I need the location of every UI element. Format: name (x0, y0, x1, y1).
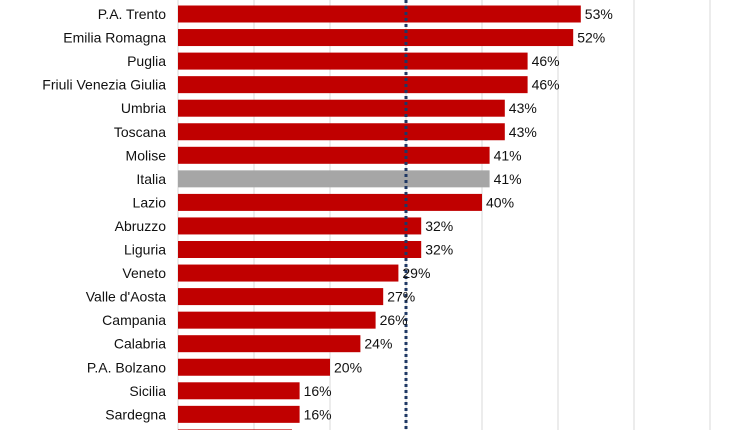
value-label: 27% (387, 289, 415, 305)
bar (178, 146, 490, 164)
value-label: 46% (532, 77, 560, 93)
category-labels: P.A. Trento Emilia Romagna Puglia Friuli Ve… (42, 6, 166, 422)
gridlines (177, 0, 711, 430)
value-label: 29% (402, 265, 430, 281)
value-label: 20% (334, 359, 362, 375)
bar (178, 193, 482, 211)
bar (178, 382, 300, 400)
category-label: Lazio (133, 194, 167, 210)
value-label: 53% (585, 6, 613, 22)
value-label: 52% (577, 30, 605, 46)
category-label: Italia (136, 171, 166, 187)
bar (178, 311, 376, 329)
category-label: Veneto (122, 265, 166, 281)
value-label: 16% (304, 406, 332, 422)
bar (178, 5, 581, 23)
category-label: Umbria (121, 100, 166, 116)
value-label: 46% (532, 53, 560, 69)
bar (178, 264, 399, 282)
value-labels: 53% 52% 46% 46% 43% 43% 41% 41% 40% 32% 32% 29% 27% 2… (304, 6, 613, 422)
value-label: 40% (486, 194, 514, 210)
category-label: Toscana (114, 124, 166, 140)
value-label: 41% (494, 147, 522, 163)
value-label: 43% (509, 100, 537, 116)
value-label: 26% (380, 312, 408, 328)
category-label: Campania (102, 312, 166, 328)
category-label: Valle d'Aosta (86, 289, 166, 305)
value-label: 32% (425, 242, 453, 258)
value-label: 41% (494, 171, 522, 187)
value-label: 24% (364, 336, 392, 352)
bar (178, 99, 505, 117)
bars (178, 5, 581, 430)
bar (178, 76, 528, 94)
value-label: 16% (304, 383, 332, 399)
value-label: 32% (425, 218, 453, 234)
bar (178, 52, 528, 70)
bar (178, 335, 361, 353)
bar (178, 123, 505, 141)
bar (178, 29, 574, 47)
category-label: P.A. Trento (98, 6, 166, 22)
category-label: Molise (126, 147, 167, 163)
bar (178, 358, 330, 376)
bar (178, 405, 300, 423)
bar (178, 241, 422, 258)
category-label: Friuli Venezia Giulia (42, 77, 166, 93)
category-label: P.A. Bolzano (87, 359, 166, 375)
category-label: Emilia Romagna (63, 30, 166, 46)
value-label: 43% (509, 124, 537, 140)
category-label: Liguria (124, 242, 166, 258)
bar (178, 170, 490, 188)
category-label: Sicilia (129, 383, 166, 399)
category-label: Sardegna (105, 406, 166, 422)
bar (178, 288, 384, 306)
category-label: Puglia (127, 53, 166, 69)
category-label: Calabria (114, 336, 166, 352)
category-label: Abruzzo (115, 218, 167, 234)
bar (178, 217, 422, 235)
